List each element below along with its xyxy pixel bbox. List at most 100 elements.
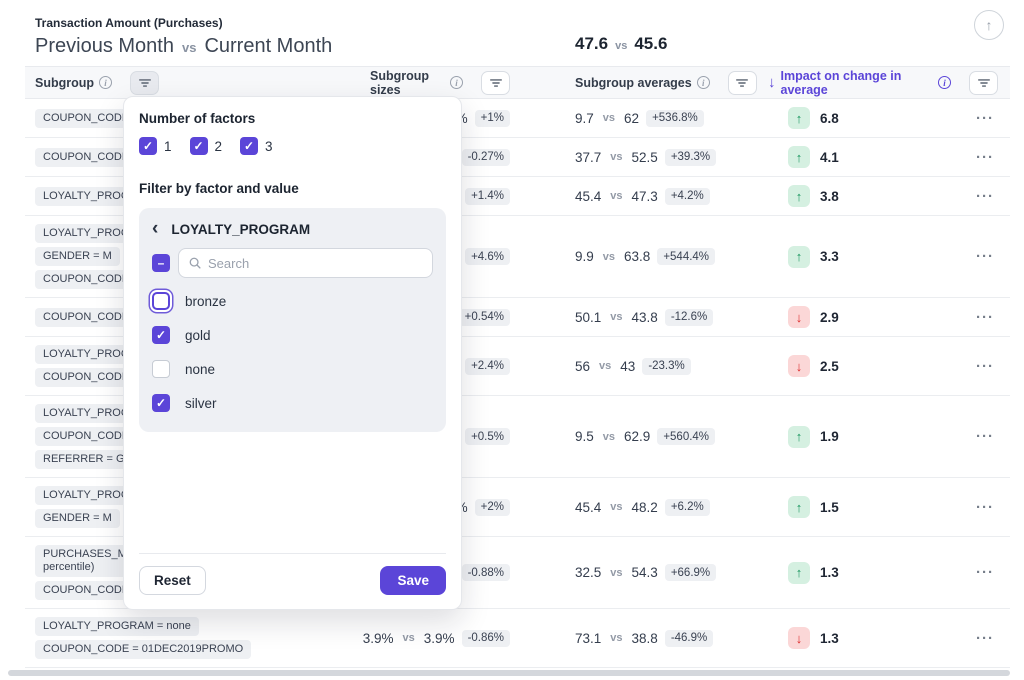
scroll-to-top-button[interactable]: ↑ (974, 10, 1004, 40)
column-header-averages: Subgroup averages i (510, 70, 760, 95)
value-label: gold (185, 327, 211, 343)
column-label-subgroup: Subgroup (35, 75, 95, 90)
average-vs: vs (610, 566, 623, 579)
average-value-a: 9.7 (575, 110, 594, 126)
column-label-sizes: Subgroup sizes (370, 68, 430, 97)
row-menu-button[interactable]: ··· (976, 564, 994, 581)
size-vs: vs (402, 632, 415, 644)
select-all-slot: – (152, 254, 170, 272)
back-button[interactable]: ‹ (152, 218, 159, 239)
factor-option: ✓ 3 (240, 137, 273, 155)
value-option: ✓ silver (152, 386, 433, 420)
average-value-a: 9.5 (575, 429, 594, 444)
reset-button[interactable]: Reset (139, 566, 206, 595)
value-checkbox[interactable]: ✓ (152, 326, 170, 344)
row-menu-button[interactable]: ··· (976, 248, 994, 265)
average-cell: 45.4 vs 48.2 +6.2% (510, 498, 760, 516)
size-cell: vs +4.6% (370, 248, 510, 265)
size-change-badge: -0.27% (461, 148, 510, 166)
filter-popup: Number of factors ✓ 1 ✓ 2 ✓ 3 Filter by facto… (123, 96, 462, 610)
filter-by-label: Filter by factor and value (139, 181, 299, 196)
size-change-badge: +1% (474, 109, 510, 127)
factor-panel-header: ‹ LOYALTY_PROGRAM (152, 218, 433, 239)
value-option: ✓ gold (152, 318, 433, 352)
factor-checkbox[interactable]: ✓ (240, 137, 259, 155)
average-vs: vs (610, 190, 623, 202)
impact-cell: ↑ 6.8 (760, 107, 920, 129)
row-menu-button[interactable]: ··· (976, 357, 994, 375)
size-change-badge: -0.86% (461, 629, 510, 647)
filter-button-averages[interactable] (727, 70, 757, 95)
value-checkbox[interactable] (152, 292, 170, 310)
value-checkbox[interactable] (152, 360, 170, 378)
factor-checkbox[interactable]: ✓ (189, 137, 208, 155)
arrow-up-icon: ↑ (985, 17, 993, 33)
impact-value: 2.5 (820, 358, 839, 374)
average-value-b: 62.9 (624, 429, 651, 444)
average-vs: vs (602, 112, 616, 124)
info-icon: i (696, 76, 710, 89)
impact-arrow-badge: ↑ (788, 146, 810, 168)
impact-value: 3.3 (820, 249, 839, 264)
table-row: LOYALTY_PROGRAM = none COUPON_CODE = 01DE… (25, 609, 1010, 668)
row-menu-button[interactable]: ··· (976, 308, 994, 326)
row-menu-button[interactable]: ··· (976, 148, 994, 166)
impact-arrow-badge: ↑ (788, 245, 810, 268)
value-option: none (152, 352, 433, 386)
save-button[interactable]: Save (380, 566, 446, 595)
value-checkbox[interactable]: ✓ (152, 394, 170, 412)
row-menu-button[interactable]: ··· (976, 109, 994, 127)
sort-desc-icon: ↓ (768, 74, 776, 91)
filter-button-sizes[interactable] (481, 70, 510, 95)
column-header-sizes: Subgroup sizes i (370, 69, 510, 97)
average-vs: vs (610, 311, 623, 323)
num-factors-label: Number of factors (139, 111, 256, 126)
impact-arrow-badge: ↑ (788, 185, 810, 207)
impact-value: 1.5 (820, 499, 839, 515)
row-menu-button[interactable]: ··· (976, 629, 994, 647)
average-change-badge: +66.9% (664, 564, 717, 581)
average-change-badge: +6.2% (664, 498, 710, 516)
filter-button-impact[interactable] (969, 70, 998, 95)
factor-checkbox[interactable]: ✓ (139, 137, 157, 155)
period-b-label: Current Month (204, 35, 333, 57)
average-value-b: 52.5 (631, 149, 658, 165)
size-change-badge: +0.5% (465, 428, 510, 445)
average-change-badge: -23.3% (642, 357, 691, 375)
search-box[interactable] (178, 248, 433, 278)
size-change-badge: +1.4% (465, 187, 510, 205)
average-vs: vs (610, 632, 623, 644)
comparison-values: 47.6 vs 45.6 (575, 34, 667, 54)
average-change-badge: +4.2% (664, 187, 710, 205)
row-menu-button[interactable]: ··· (976, 187, 994, 205)
factor-option-label: 1 (164, 138, 172, 154)
value-label: bronze (185, 293, 227, 309)
average-value-b: 62 (624, 110, 640, 126)
column-header-impact[interactable]: ↓ Impact on change in average i (760, 69, 1010, 97)
page-title: Previous Month vs Current Month (25, 35, 1010, 58)
size-cell: vs +2.4% (370, 357, 510, 375)
filter-lines-icon (138, 78, 151, 87)
impact-cell: ↑ 1.5 (760, 496, 920, 518)
filter-button-subgroup[interactable] (130, 70, 160, 95)
select-all-checkbox[interactable]: – (152, 254, 170, 272)
column-header-subgroup: Subgroup i (25, 70, 370, 95)
impact-value: 3.8 (820, 188, 839, 204)
value-a: 47.6 (575, 34, 609, 53)
impact-cell: ↑ 1.9 (760, 425, 920, 448)
value-list: bronze ✓ gold none ✓ silver (152, 284, 433, 420)
search-input[interactable] (208, 255, 423, 271)
impact-value: 4.1 (820, 149, 839, 165)
subgroup-chip: COUPON_CODE = 01DEC2019PROMO (35, 640, 252, 659)
horizontal-scrollbar[interactable] (8, 670, 1010, 676)
impact-cell: ↑ 1.3 (760, 561, 920, 584)
impact-arrow-badge: ↓ (788, 627, 810, 649)
row-menu-button[interactable]: ··· (976, 428, 994, 445)
factor-panel: ‹ LOYALTY_PROGRAM – bronze ✓ gold none ✓ silv… (139, 208, 446, 432)
average-value-a: 9.9 (575, 249, 594, 264)
filter-lines-icon (736, 78, 749, 87)
value-option: bronze (152, 284, 433, 318)
impact-value: 1.3 (820, 565, 839, 580)
row-menu-button[interactable]: ··· (976, 498, 994, 516)
